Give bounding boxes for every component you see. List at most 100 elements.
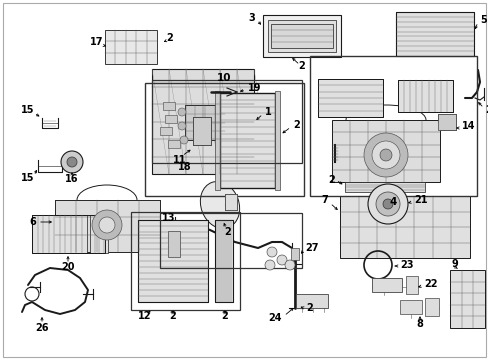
- Bar: [395, 12, 473, 56]
- Bar: [168, 231, 180, 257]
- Circle shape: [379, 149, 391, 161]
- Circle shape: [264, 260, 274, 270]
- Bar: [405, 276, 417, 294]
- Text: 2: 2: [328, 175, 335, 185]
- Bar: [105, 30, 157, 64]
- Bar: [309, 56, 476, 196]
- Text: 23: 23: [399, 260, 413, 270]
- Bar: [263, 15, 340, 57]
- Text: 14: 14: [461, 121, 474, 131]
- Bar: [345, 182, 424, 192]
- Bar: [55, 200, 160, 252]
- Text: 1: 1: [264, 107, 271, 117]
- Text: 15: 15: [21, 173, 35, 183]
- Bar: [163, 102, 175, 110]
- Circle shape: [371, 141, 399, 169]
- Bar: [395, 12, 473, 56]
- Bar: [224, 194, 237, 210]
- Bar: [164, 115, 177, 123]
- Bar: [55, 200, 160, 252]
- Text: 8: 8: [416, 319, 423, 329]
- Text: 2: 2: [224, 227, 231, 237]
- Bar: [449, 270, 484, 328]
- Bar: [152, 81, 302, 163]
- Bar: [152, 80, 302, 163]
- Bar: [224, 194, 237, 210]
- Bar: [184, 105, 224, 140]
- Text: 12: 12: [138, 311, 151, 321]
- Text: 3: 3: [248, 13, 254, 23]
- Bar: [290, 248, 298, 260]
- Text: 2: 2: [221, 311, 228, 321]
- Circle shape: [375, 192, 399, 216]
- Circle shape: [178, 122, 185, 130]
- Text: 27: 27: [305, 243, 318, 253]
- Bar: [399, 300, 421, 314]
- Text: 13: 13: [162, 213, 175, 223]
- Circle shape: [285, 260, 294, 270]
- Bar: [437, 114, 455, 130]
- Circle shape: [67, 157, 77, 167]
- Text: 25: 25: [484, 105, 488, 115]
- Bar: [270, 24, 332, 48]
- Bar: [152, 69, 253, 174]
- Bar: [220, 93, 274, 188]
- Bar: [274, 91, 280, 190]
- Bar: [397, 80, 452, 112]
- Circle shape: [266, 247, 276, 257]
- Circle shape: [363, 133, 407, 177]
- Text: 6: 6: [29, 217, 36, 227]
- Text: 2: 2: [166, 33, 173, 43]
- Text: 10: 10: [216, 73, 231, 83]
- Bar: [267, 20, 335, 52]
- Bar: [220, 93, 274, 188]
- Bar: [138, 220, 207, 302]
- Text: 20: 20: [61, 262, 75, 272]
- Bar: [138, 220, 207, 302]
- Ellipse shape: [200, 181, 239, 229]
- Circle shape: [367, 184, 407, 224]
- Bar: [437, 114, 455, 130]
- Text: 17: 17: [90, 37, 103, 47]
- Text: 2: 2: [298, 61, 305, 71]
- Text: 18: 18: [178, 162, 191, 172]
- Bar: [193, 117, 210, 145]
- Bar: [339, 196, 469, 258]
- Text: 22: 22: [423, 279, 437, 289]
- Circle shape: [180, 136, 187, 144]
- Bar: [317, 79, 382, 117]
- Bar: [160, 127, 172, 135]
- Text: 2: 2: [305, 303, 312, 313]
- Bar: [184, 105, 224, 140]
- Bar: [371, 278, 401, 292]
- Text: 24: 24: [268, 313, 282, 323]
- Bar: [317, 79, 382, 117]
- Bar: [215, 91, 220, 190]
- Bar: [145, 83, 304, 196]
- Circle shape: [92, 210, 122, 240]
- Text: 4: 4: [388, 197, 396, 207]
- Circle shape: [276, 255, 286, 265]
- Bar: [32, 215, 105, 253]
- Bar: [32, 215, 87, 253]
- Circle shape: [178, 108, 185, 116]
- Bar: [193, 117, 210, 145]
- Text: 2: 2: [169, 311, 176, 321]
- Bar: [131, 212, 240, 310]
- Bar: [424, 298, 438, 316]
- Bar: [215, 220, 232, 302]
- Bar: [160, 213, 302, 268]
- Text: 9: 9: [451, 259, 457, 269]
- Bar: [215, 220, 232, 302]
- Text: 11: 11: [173, 155, 186, 165]
- Text: 5: 5: [479, 15, 486, 25]
- Text: 2: 2: [292, 120, 299, 130]
- Text: 7: 7: [321, 195, 327, 205]
- Circle shape: [61, 151, 83, 173]
- Bar: [397, 80, 452, 112]
- Bar: [168, 231, 180, 257]
- Text: 19: 19: [247, 83, 261, 93]
- Text: 16: 16: [65, 174, 79, 184]
- Bar: [168, 140, 180, 148]
- Bar: [90, 215, 108, 253]
